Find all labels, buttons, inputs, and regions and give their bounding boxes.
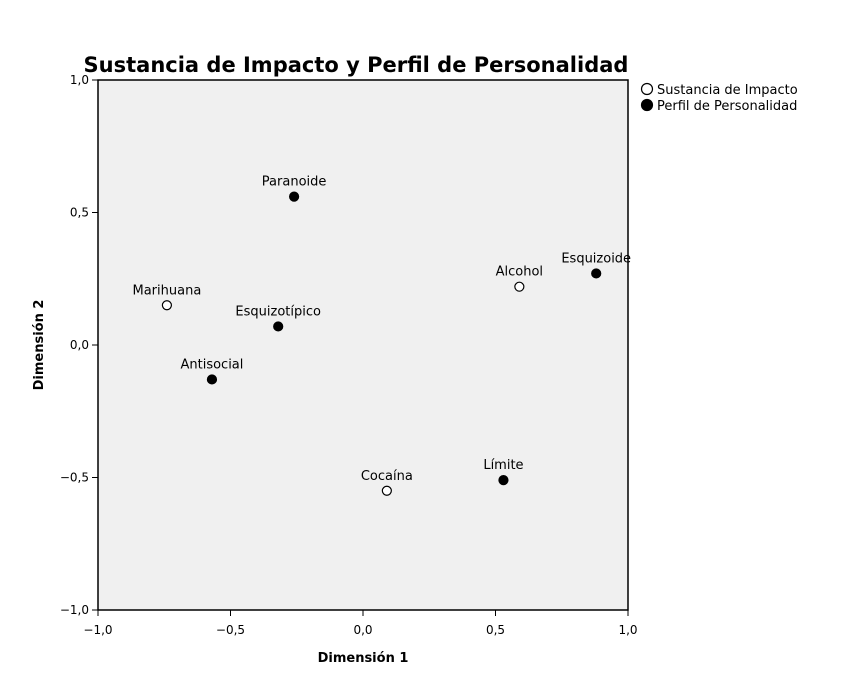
y-tick-label: −0,5 xyxy=(60,471,89,485)
point-label: Esquizotípico xyxy=(235,304,321,319)
legend-entry-label: Perfil de Personalidad xyxy=(657,99,797,114)
point-marihuana xyxy=(161,300,172,311)
point-alcohol xyxy=(514,281,525,292)
y-tick-label: 0,0 xyxy=(70,338,89,352)
point-limite xyxy=(498,475,509,486)
point-label: Cocaína xyxy=(361,469,413,484)
chart-title: Sustancia de Impacto y Perfil de Persona… xyxy=(84,53,629,77)
data-points: Marihuana Alcohol Cocaína Paranoide Esquizoi… xyxy=(133,175,631,496)
point-label: Paranoide xyxy=(262,175,327,190)
x-tick-label: −0,5 xyxy=(216,623,245,637)
point-esquizoide xyxy=(591,268,602,279)
x-tick-label: −1,0 xyxy=(83,623,112,637)
legend-open-marker xyxy=(640,82,654,96)
y-axis: −1,0 −0,5 0,0 0,5 1,0 xyxy=(60,73,98,617)
point-esquizotipico xyxy=(273,321,284,332)
point-label: Alcohol xyxy=(496,265,543,280)
x-axis: −1,0 −0,5 0,0 0,5 1,0 xyxy=(83,610,638,637)
x-tick-label: 0,5 xyxy=(486,623,505,637)
point-label: Límite xyxy=(483,458,523,473)
point-cocaina xyxy=(381,485,392,496)
y-tick-label: 0,5 xyxy=(70,206,89,220)
x-tick-label: 0,0 xyxy=(353,623,372,637)
point-label: Antisocial xyxy=(180,357,243,372)
y-tick-label: −1,0 xyxy=(60,603,89,617)
y-axis-label: Dimensión 2 xyxy=(32,300,47,391)
plot-area xyxy=(97,79,629,611)
x-tick-label: 1,0 xyxy=(618,623,637,637)
point-label: Esquizoide xyxy=(561,251,631,266)
point-paranoide xyxy=(289,191,300,202)
legend-entry-label: Sustancia de Impacto xyxy=(657,83,798,98)
legend-filled-marker xyxy=(640,98,654,112)
y-tick-label: 1,0 xyxy=(70,73,89,87)
x-axis-label: Dimensión 1 xyxy=(318,651,409,666)
point-label: Marihuana xyxy=(133,283,202,298)
point-antisocial xyxy=(206,374,218,385)
